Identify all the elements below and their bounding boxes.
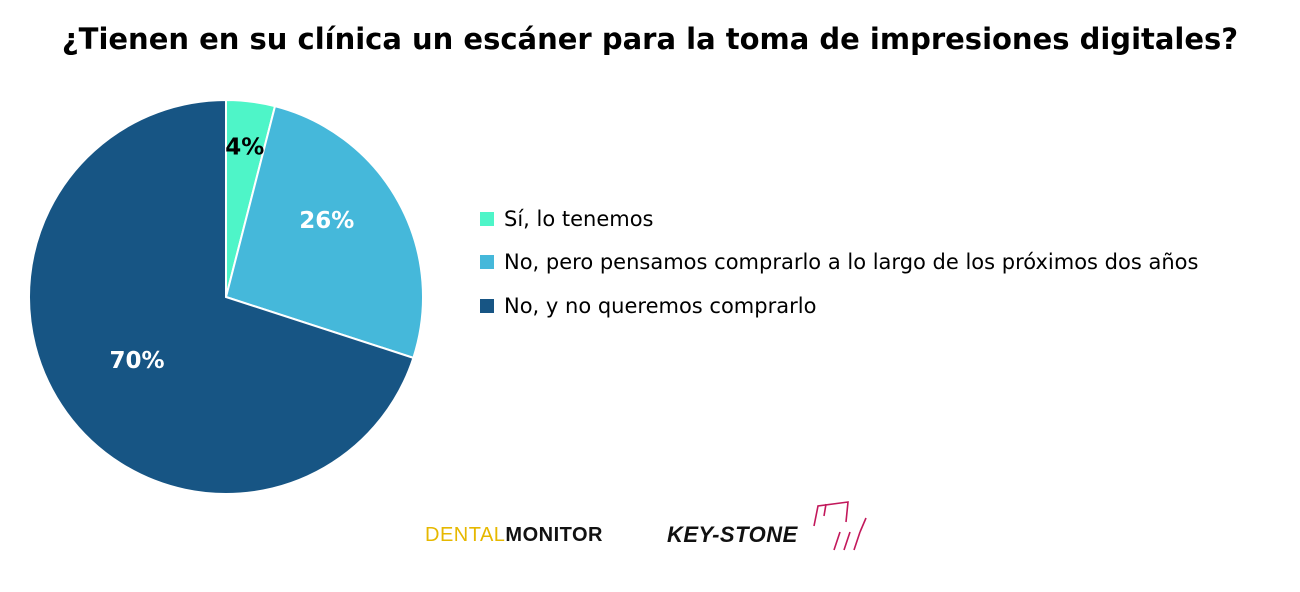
pie-slice-no-y-no	[28, 98, 415, 495]
legend: Sí, lo tenemos No, pero pensamos comprar…	[480, 197, 1198, 328]
pie-data-label: 70%	[109, 348, 164, 374]
keystone-logo: KEY-STONE	[667, 522, 798, 547]
legend-swatch	[480, 255, 494, 270]
legend-swatch	[480, 211, 494, 226]
pie-data-label: 26%	[299, 208, 354, 234]
keystone-mark-icon	[813, 501, 867, 551]
legend-item-no-y-no: No, y no queremos comprarlo	[480, 284, 1198, 328]
pie-data-label: 4%	[225, 135, 264, 161]
legend-label: No, y no queremos comprarlo	[504, 293, 817, 318]
sponsor-logos: DENTALMONITOR KEY-STONE	[420, 498, 900, 568]
legend-label: No, pero pensamos comprarlo a lo largo d…	[504, 250, 1199, 275]
legend-label: Sí, lo tenemos	[504, 206, 654, 231]
chart-title: ¿Tienen en su clínica un escáner para la…	[61, 22, 1239, 56]
legend-item-si: Sí, lo tenemos	[480, 197, 1198, 241]
pie-slice-no-pero	[224, 104, 424, 360]
legend-swatch	[480, 298, 494, 313]
dental-monitor-logo: DENTALMONITOR	[425, 524, 603, 546]
legend-item-no-pero: No, pero pensamos comprarlo a lo largo d…	[480, 241, 1198, 285]
pie-chart: 4% 26% 70%	[28, 98, 424, 495]
